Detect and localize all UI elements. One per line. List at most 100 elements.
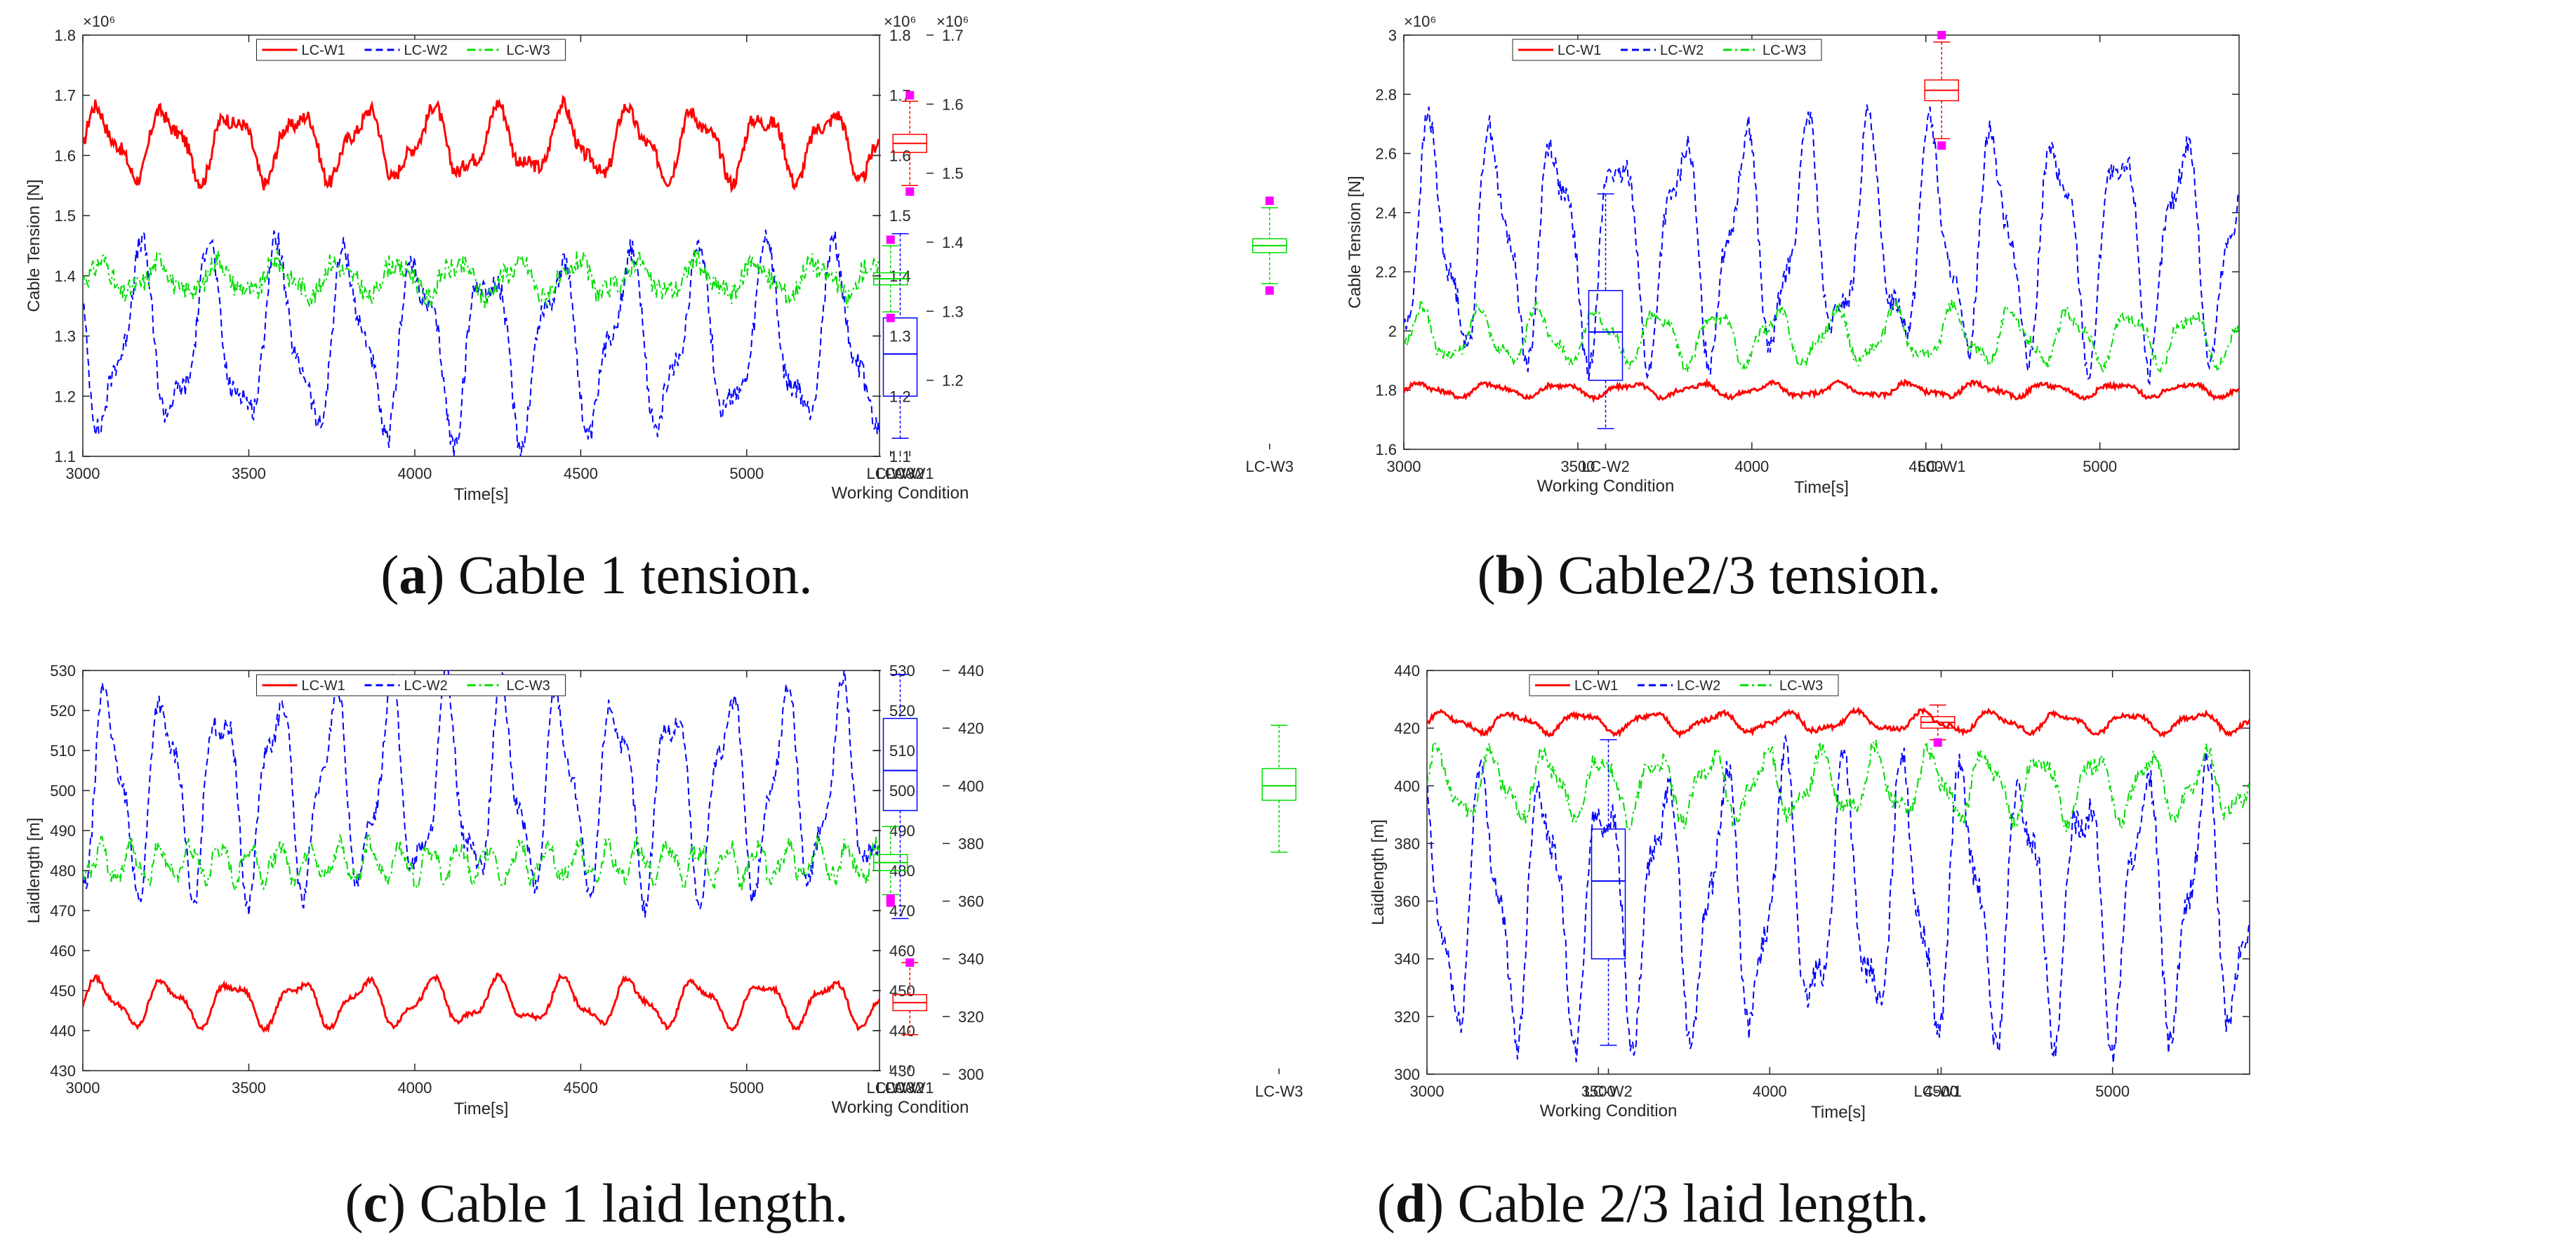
caption-letter: c (364, 1172, 388, 1234)
legend-label: LC-W3 (1762, 43, 1806, 58)
legend-label: LC-W1 (1558, 43, 1601, 58)
box-y-tick-label: 1.8 (889, 27, 911, 44)
plot-area (1403, 34, 2240, 450)
y-tick-label: 1.4 (54, 267, 76, 285)
box-x-axis-label: Working Condition (832, 484, 969, 503)
y-tick-label: 1.7 (54, 87, 76, 105)
box-y-tick-label: 400 (958, 777, 984, 795)
box-y-tick-label: 440 (889, 1022, 915, 1040)
caption-open: ( (1478, 544, 1496, 605)
y-tick-label: 2.2 (1375, 263, 1397, 281)
y-tick-label: 1.1 (54, 448, 76, 465)
x-tick-label: 4500 (1924, 1083, 1958, 1100)
x-tick-label: 3000 (66, 1079, 100, 1097)
x-tick-label: 4000 (1734, 458, 1769, 475)
caption-open: ( (345, 1172, 364, 1234)
series-line-lc-w3 (83, 249, 879, 308)
box-x-tick-label: LC-W1 (886, 1079, 934, 1097)
x-axis-label: Time[s] (454, 1099, 509, 1118)
box-y-tick-label: 300 (958, 1066, 984, 1083)
boxplot-panel: 1.11.21.31.41.51.61.71.8×10⁶LC-W1LC-W2LC… (832, 13, 969, 503)
legend-label: LC-W1 (302, 678, 345, 694)
legend-box (1512, 39, 1822, 61)
y-axis-label: Laidlength [m] (1369, 819, 1388, 925)
y-tick-label: 1.8 (54, 27, 76, 44)
caption-open: ( (380, 544, 399, 605)
x-tick-label: 5000 (729, 1079, 764, 1097)
box-y-tick-label: 1.4 (942, 234, 964, 251)
x-tick-label: 3500 (232, 465, 266, 482)
series-line-lc-w2 (83, 670, 879, 918)
outlier-point (1933, 738, 1942, 747)
outlier-point (905, 958, 915, 967)
outlier-point (1937, 31, 1946, 39)
box-y-tick-label: 450 (889, 982, 915, 1000)
chart-panel-c: 3000 3500 4000 4500 5000 430 440 450 460 470 480 49… (25, 662, 969, 1234)
x-tick-label: 3500 (1581, 1083, 1616, 1100)
x-tick-label: 4500 (564, 1079, 598, 1097)
series-line-lc-w2 (1427, 734, 2250, 1064)
y-tick-label: 1.6 (54, 147, 76, 164)
x-tick-label: 5000 (2083, 458, 2117, 475)
y-exponent: ×10⁶ (83, 13, 115, 30)
legend-label: LC-W2 (404, 43, 448, 58)
box-y-tick-label: 500 (889, 782, 915, 800)
box-y-tick-label: 1.5 (889, 207, 911, 225)
outlier-point (1937, 141, 1946, 150)
series-line-lc-w1 (83, 972, 879, 1033)
box-lc-w2 (1591, 828, 1626, 960)
y-tick-label: 420 (1394, 720, 1420, 737)
y-tick-label: 500 (50, 782, 76, 800)
y-axis-label: Cable Tension [N] (25, 180, 44, 312)
boxplot-panel: 300 320 340 360 380 400 420 440 LC-W1 LC-W2 LC-W3 W… (943, 662, 1962, 1121)
legend-label: LC-W2 (404, 678, 448, 694)
y-tick-label: 510 (50, 742, 76, 760)
x-tick-label: 4000 (1753, 1083, 1787, 1100)
y-tick-label: 1.5 (54, 207, 76, 225)
legend-label: LC-W1 (1574, 678, 1618, 694)
box-x-tick-label: LC-W3 (1255, 1083, 1303, 1100)
y-tick-label: 400 (1394, 777, 1420, 795)
y-tick-label: 530 (50, 662, 76, 680)
y-axis-label: Laidlength [m] (25, 818, 44, 924)
x-tick-label: 4500 (1908, 458, 1943, 475)
y-tick-label: 470 (50, 902, 76, 920)
panel-caption: (b) Cable2/3 tension. (1478, 544, 1941, 605)
series-line-lc-w2 (1404, 104, 2239, 386)
x-tick-label: 4000 (397, 1079, 432, 1097)
box-x-tick-label: LC-W1 (1918, 458, 1965, 475)
plot-area (1426, 670, 2250, 1075)
y-tick-label: 360 (1394, 893, 1420, 911)
series-line-lc-w1 (83, 94, 879, 194)
y-tick-label: 3 (1388, 27, 1397, 44)
x-axis-label: Time[s] (454, 485, 509, 504)
box-lc-w3 (1261, 767, 1296, 801)
caption-open: ( (1377, 1172, 1395, 1234)
y-tick-label: 2.4 (1375, 204, 1397, 222)
box-y-tick-label: 420 (958, 720, 984, 737)
panel-caption: (c) Cable 1 laid length. (345, 1172, 849, 1234)
box-y-tick-label: 1.7 (942, 27, 964, 44)
x-tick-label: 3000 (1387, 458, 1421, 475)
legend: LC-W1 LC-W2 LC-W3 (256, 39, 566, 61)
legend-label: LC-W1 (302, 43, 345, 58)
y-tick-label: 450 (50, 982, 76, 1000)
x-tick-label: 3500 (1560, 458, 1595, 475)
y-tick-label: 1.8 (1375, 382, 1397, 399)
box-x-tick-label: LC-W1 (1914, 1083, 1962, 1100)
panel-caption: (d) Cable 2/3 laid length. (1377, 1172, 1929, 1234)
y-tick-label: 340 (1394, 951, 1420, 968)
chart-panel-a: 3000 3500 4000 4500 5000 1.1 1.2 1.3 1.4 1.5 1.6 1.… (25, 13, 969, 605)
legend-box (256, 674, 566, 696)
outlier-point (886, 235, 895, 244)
legend: LC-W1 LC-W2 LC-W3 (256, 674, 566, 696)
box-y-tick-label: 530 (889, 662, 915, 680)
box-y-tick-label: 340 (958, 951, 984, 968)
x-tick-label: 3000 (66, 465, 100, 482)
y-exponent: ×10⁶ (1404, 13, 1436, 30)
caption-letter: d (1395, 1172, 1426, 1234)
box-y-exponent: ×10⁶ (936, 13, 969, 30)
caption-letter: b (1496, 544, 1526, 605)
box-y-tick-label: 1.6 (942, 95, 964, 113)
